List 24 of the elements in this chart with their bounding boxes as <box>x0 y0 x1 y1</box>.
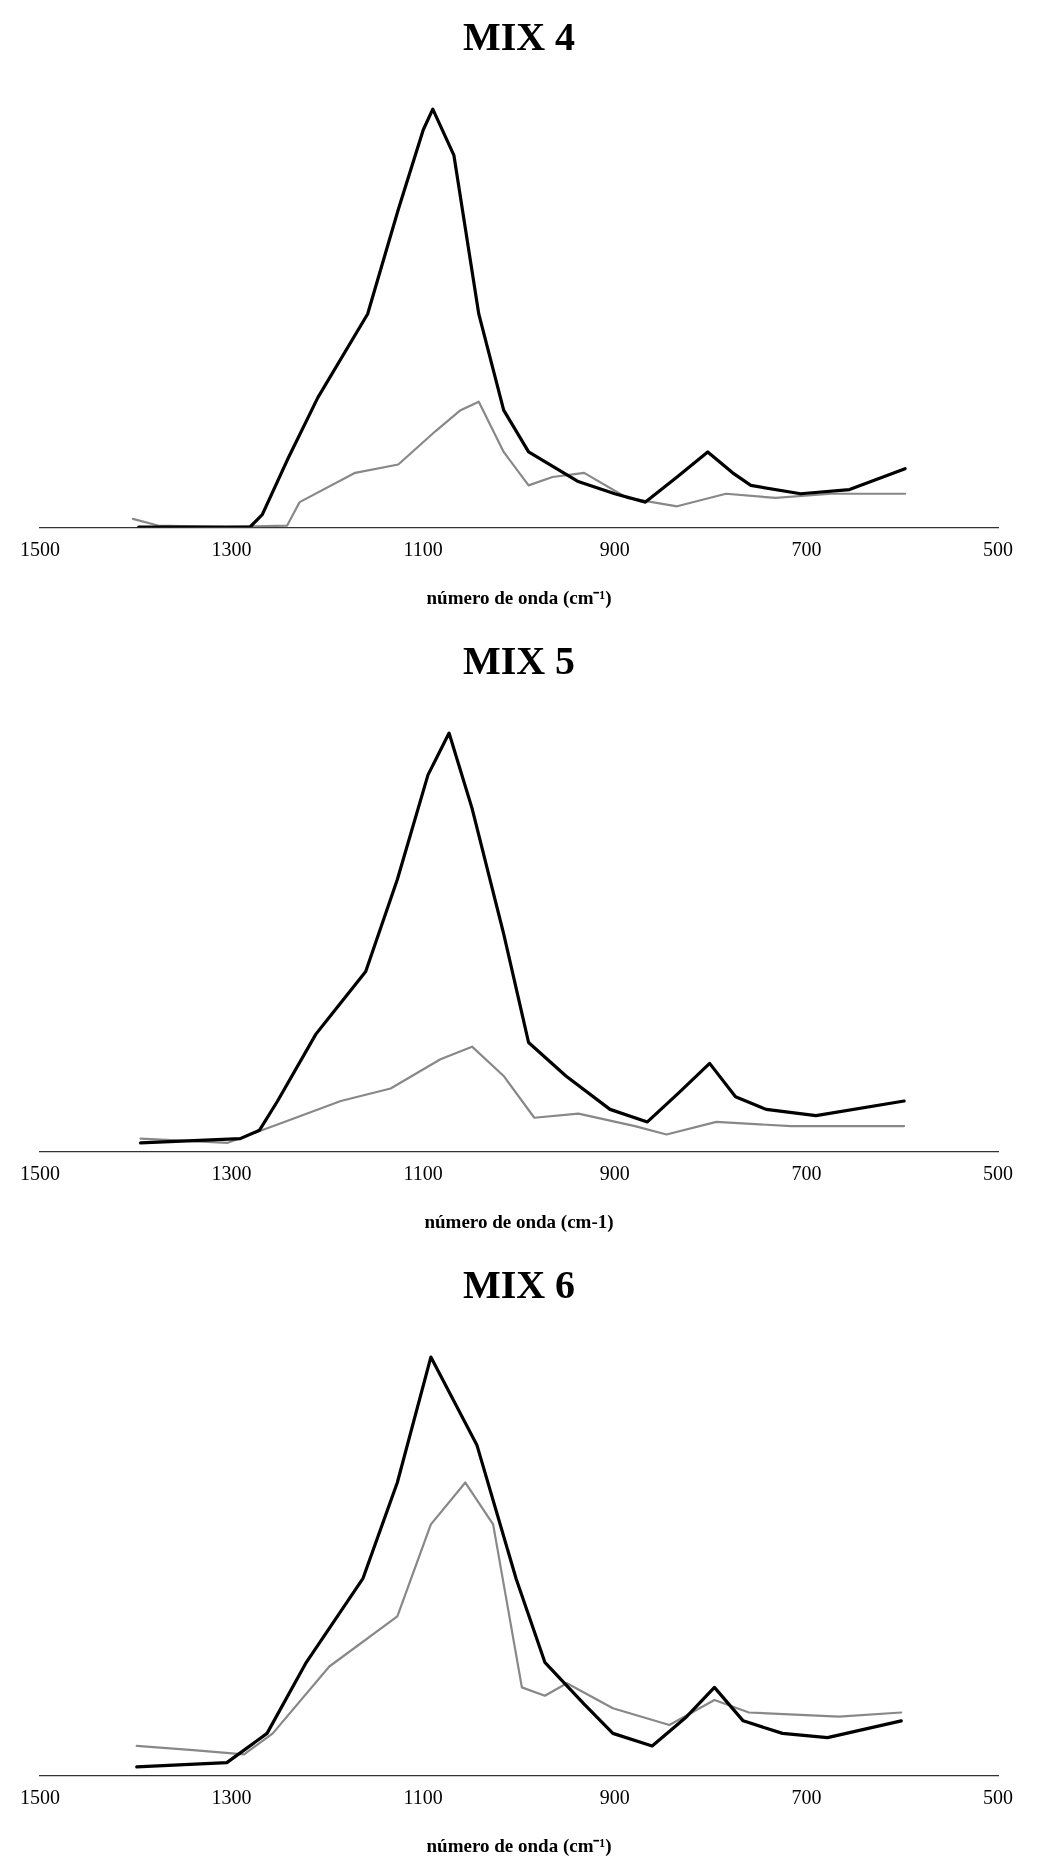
x-tick-label: 700 <box>791 1786 822 1809</box>
x-tick-label: 500 <box>983 538 1013 561</box>
x-tick-label: 1500 <box>20 1786 60 1809</box>
x-tick-label: 1300 <box>211 1162 252 1185</box>
x-tick-label: 1100 <box>403 538 443 561</box>
x-tick-label: 900 <box>599 1162 630 1185</box>
x-axis-title: número de onda (cm⁻¹) <box>426 586 612 609</box>
x-tick-label: 1500 <box>20 1162 60 1185</box>
chart-title: MIX 5 <box>462 638 576 684</box>
chart-title: MIX 4 <box>462 14 576 60</box>
x-tick-label: 700 <box>791 538 822 561</box>
x-tick-label: 700 <box>791 1162 822 1185</box>
x-tick-label: 900 <box>599 538 630 561</box>
x-tick-label: 500 <box>983 1162 1013 1185</box>
x-axis-title: número de onda (cm-1) <box>424 1210 614 1233</box>
x-tick-label: 500 <box>983 1786 1013 1809</box>
x-tick-label: 1300 <box>211 1786 252 1809</box>
x-tick-label: 1500 <box>20 538 60 561</box>
x-tick-label: 1300 <box>211 538 252 561</box>
x-tick-label: 900 <box>599 1786 630 1809</box>
x-axis-title: número de onda (cm⁻¹) <box>426 1834 612 1857</box>
x-tick-label: 1100 <box>403 1162 443 1185</box>
chart-title: MIX 6 <box>462 1262 576 1308</box>
x-tick-label: 1100 <box>403 1786 443 1809</box>
